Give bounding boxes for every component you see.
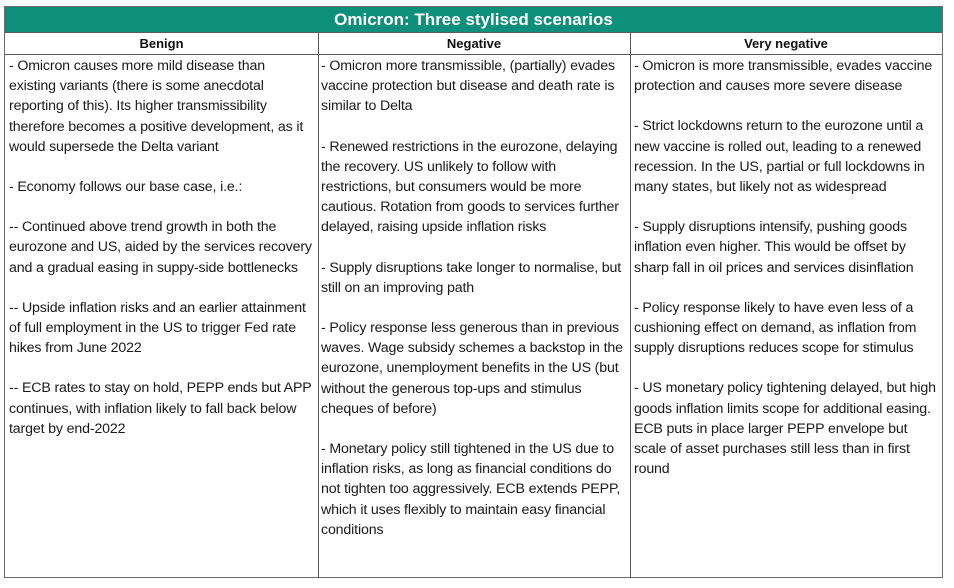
column-header-very-negative: Very negative: [744, 36, 828, 51]
column-header-benign: Benign: [139, 36, 184, 51]
scenario-point: - Policy response likely to have even le…: [634, 299, 917, 357]
scenario-point: - Supply disruptions intensify, pushing …: [634, 219, 914, 276]
scenario-point: - US monetary policy tightening delayed,…: [634, 380, 936, 478]
scenario-point: - Strict lockdowns return to the eurozon…: [634, 118, 925, 196]
scenario-point: -- Continued above trend growth in both …: [9, 219, 312, 276]
column-very-negative: - Omicron is more transmissible, evades …: [634, 56, 940, 577]
table-header-row: Benign Negative Very negative: [5, 33, 942, 55]
column-divider: [630, 33, 631, 577]
column-divider: [318, 33, 319, 577]
scenario-point: -- ECB rates to stay on hold, PEPP ends …: [9, 380, 312, 437]
scenario-point: - Omicron causes more mild disease than …: [9, 58, 304, 155]
scenario-point: - Omicron more transmissible, (partially…: [321, 58, 615, 115]
scenario-point: - Omicron is more transmissible, evades …: [634, 58, 933, 95]
scenario-point: - Policy response less generous than in …: [321, 320, 623, 417]
scenario-point: - Monetary policy still tightened in the…: [321, 441, 621, 538]
scenario-point: - Economy follows our base case, i.e.:: [9, 179, 243, 196]
scenario-point: -- Upside inflation risks and an earlier…: [9, 299, 306, 357]
scenario-point: - Renewed restrictions in the eurozone, …: [321, 138, 619, 236]
column-negative: - Omicron more transmissible, (partially…: [321, 56, 627, 577]
scenarios-table: Omicron: Three stylised scenarios Benign…: [4, 6, 943, 578]
scenario-point: - Supply disruptions take longer to norm…: [321, 259, 622, 296]
column-benign: - Omicron causes more mild disease than …: [9, 56, 315, 577]
table-title: Omicron: Three stylised scenarios: [5, 7, 942, 33]
column-header-negative: Negative: [446, 36, 502, 51]
